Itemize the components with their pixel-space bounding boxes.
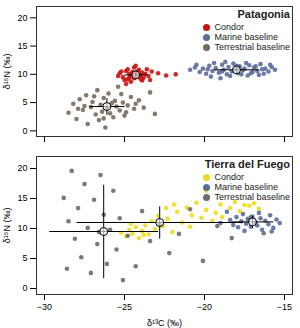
svg-text:δ¹³C (‰): δ¹³C (‰) <box>147 318 182 328</box>
html-text:Patagonia: Patagonia <box>237 8 290 20</box>
svg-text:5: 5 <box>22 97 27 107</box>
svg-text:15: 15 <box>17 193 27 203</box>
svg-text:20: 20 <box>17 163 27 173</box>
svg-text:10: 10 <box>17 69 27 79</box>
html-text:Tierra del Fuego: Tierra del Fuego <box>204 158 290 170</box>
svg-text:−15: −15 <box>277 302 292 312</box>
html-text:Terrestrial baseline: Terrestrial baseline <box>214 192 290 202</box>
svg-text:20: 20 <box>17 13 27 23</box>
svg-text:−20: −20 <box>197 302 212 312</box>
html-text:Marine baseline: Marine baseline <box>214 32 278 42</box>
svg-text:−25: −25 <box>117 302 132 312</box>
svg-text:15: 15 <box>17 41 27 51</box>
html-text:Marine baseline: Marine baseline <box>214 182 278 192</box>
svg-text:δ¹⁵N (‰): δ¹⁵N (‰) <box>2 208 12 244</box>
html-text:Condor: Condor <box>214 172 244 182</box>
svg-text:−30: −30 <box>37 302 52 312</box>
svg-text:δ¹⁵N (‰): δ¹⁵N (‰) <box>2 54 12 90</box>
svg-text:0: 0 <box>22 126 27 136</box>
svg-text:0: 0 <box>22 283 27 293</box>
svg-text:10: 10 <box>17 223 27 233</box>
svg-text:5: 5 <box>22 253 27 263</box>
html-text:Condor: Condor <box>214 22 244 32</box>
html-text:Terrestrial baseline: Terrestrial baseline <box>214 42 290 52</box>
